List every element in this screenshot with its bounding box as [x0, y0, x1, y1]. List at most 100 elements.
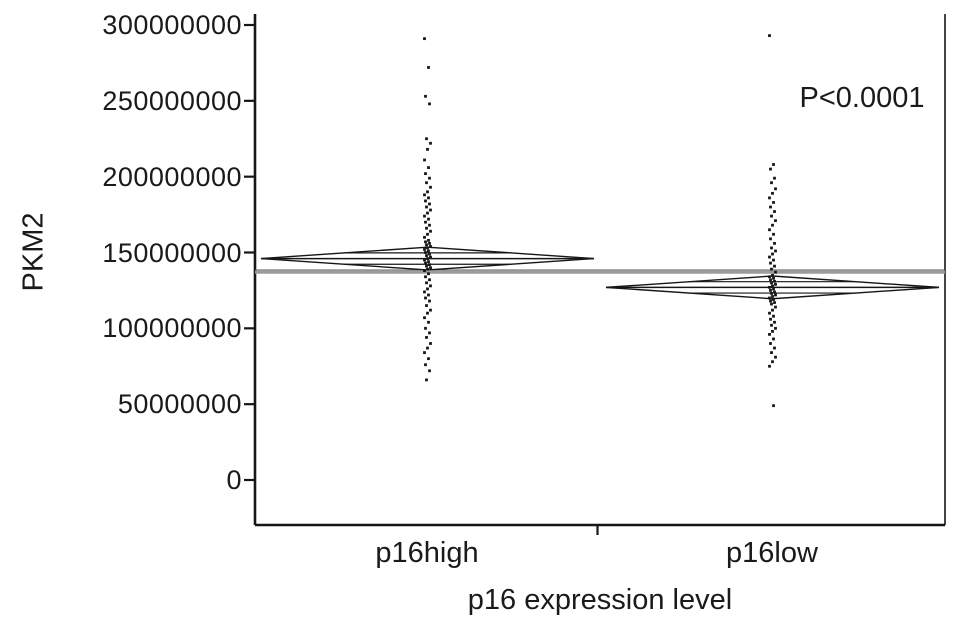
data-point — [427, 66, 430, 69]
data-point — [768, 228, 771, 232]
data-point — [423, 214, 426, 218]
data-point — [772, 314, 775, 318]
data-point — [429, 284, 432, 288]
data-point — [427, 320, 430, 324]
data-point — [429, 229, 432, 233]
data-point — [771, 284, 774, 288]
data-point — [774, 219, 777, 223]
data-point — [771, 329, 774, 333]
data-point — [768, 34, 771, 38]
data-point — [425, 181, 428, 185]
data-point — [774, 282, 777, 286]
data-point — [428, 299, 431, 303]
data-point — [770, 181, 773, 185]
data-point — [774, 326, 777, 330]
data-point — [426, 211, 429, 215]
data-point — [423, 158, 426, 162]
data-point — [773, 210, 776, 213]
data-point — [774, 249, 777, 253]
group-label-p16low: p16low — [726, 537, 818, 569]
data-point — [773, 279, 776, 283]
data-point — [771, 360, 774, 364]
data-point — [429, 185, 432, 189]
data-point — [768, 285, 771, 289]
data-point — [426, 257, 429, 260]
data-point — [770, 281, 773, 285]
data-point — [429, 342, 432, 345]
data-point — [771, 223, 774, 227]
data-point — [769, 237, 772, 241]
data-point — [772, 163, 775, 166]
data-point — [424, 296, 427, 300]
y-tick-label: 50000000 — [117, 389, 242, 419]
data-point — [769, 299, 772, 303]
data-point — [425, 336, 428, 339]
data-point — [770, 351, 773, 354]
data-point — [423, 235, 426, 239]
data-point — [423, 37, 426, 41]
data-point — [428, 102, 431, 106]
data-point — [769, 167, 772, 171]
data-point — [429, 208, 432, 212]
data-point — [770, 214, 773, 218]
data-point — [427, 260, 430, 263]
data-point — [423, 248, 426, 251]
data-point — [424, 240, 427, 244]
data-point — [424, 251, 427, 254]
data-point — [426, 287, 429, 291]
data-point — [769, 278, 772, 282]
data-point — [425, 254, 428, 257]
data-point — [425, 137, 428, 141]
data-point — [426, 267, 429, 271]
data-point — [423, 316, 426, 320]
data-point — [423, 193, 426, 197]
data-point — [768, 333, 771, 336]
data-point — [768, 196, 771, 200]
data-point — [425, 243, 428, 247]
data-point — [773, 290, 776, 294]
data-point — [424, 261, 427, 265]
data-point — [770, 323, 773, 327]
data-point — [772, 232, 775, 236]
p-value-annotation: P<0.0001 — [799, 82, 925, 114]
x-axis-title: p16 expression level — [467, 584, 733, 616]
data-point — [428, 223, 431, 227]
data-point — [427, 357, 430, 361]
data-point — [771, 308, 774, 312]
data-point — [426, 190, 429, 194]
data-point — [773, 301, 776, 304]
data-point — [423, 269, 426, 273]
data-point — [773, 264, 776, 268]
y-axis-title: PKM2 — [17, 212, 50, 292]
group-label-p16high: p16high — [375, 537, 479, 569]
data-point — [428, 252, 431, 256]
data-point — [424, 220, 427, 224]
data-point — [424, 326, 427, 330]
data-point — [428, 176, 431, 180]
data-point — [772, 287, 775, 291]
data-point — [774, 293, 777, 297]
data-point — [769, 205, 772, 209]
data-point — [424, 363, 427, 367]
data-point — [772, 298, 775, 301]
data-point — [772, 258, 775, 262]
data-point — [427, 272, 430, 276]
data-point — [429, 141, 432, 145]
data-point — [770, 292, 773, 295]
data-point — [769, 342, 772, 345]
data-point — [428, 331, 431, 335]
data-point — [424, 172, 427, 176]
data-point — [427, 238, 430, 242]
data-point — [429, 255, 432, 259]
data-point — [427, 249, 430, 253]
data-point — [428, 278, 431, 282]
data-point — [773, 320, 776, 324]
data-point — [423, 258, 426, 262]
data-point — [427, 293, 430, 297]
data-point — [771, 252, 774, 256]
data-point — [423, 290, 426, 294]
data-point — [769, 289, 772, 292]
data-point — [771, 273, 774, 277]
